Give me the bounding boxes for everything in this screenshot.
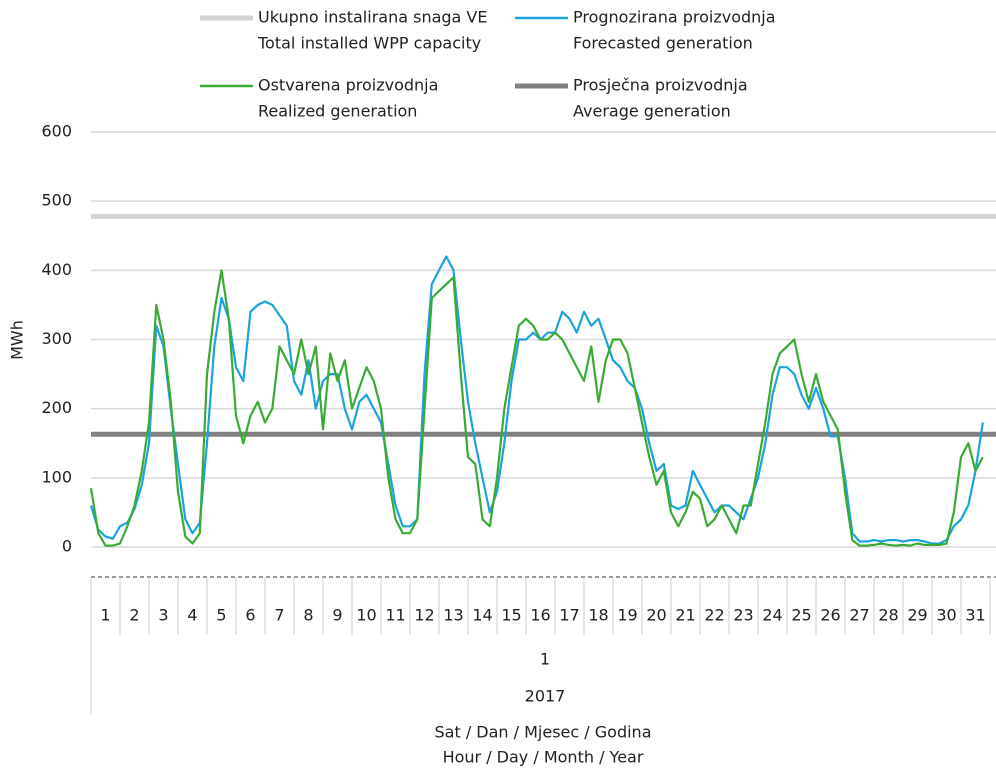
x-tick-label: 24 [762,606,782,625]
x-tick-label: 15 [501,606,521,625]
x-tick-label: 7 [274,606,284,625]
x-tick-label: 13 [443,606,463,625]
legend-label: Forecasted generation [573,34,753,53]
x-tick-label: 6 [245,606,255,625]
year-label: 2017 [525,687,566,706]
legend-label: Realized generation [258,102,417,121]
legend-label: Prognozirana proizvodnja [573,8,776,27]
x-tick-label: 1 [100,606,110,625]
legend-label: Average generation [573,102,731,121]
x-tick-label: 19 [617,606,637,625]
x-tick-label: 29 [907,606,927,625]
x-tick-label: 18 [588,606,608,625]
y-tick-label: 500 [41,191,72,210]
legend-label: Prosječna proizvodnja [573,76,748,95]
x-tick-label: 4 [187,606,197,625]
y-axis-title: MWh [8,320,27,360]
x-tick-label: 27 [849,606,869,625]
x-tick-label: 3 [158,606,168,625]
x-axis-title: Sat / Dan / Mjesec / Godina [435,723,652,742]
legend-label: Total installed WPP capacity [257,34,481,53]
x-tick-label: 12 [414,606,434,625]
x-tick-label: 16 [530,606,550,625]
y-tick-label: 0 [62,537,72,556]
month-label: 1 [540,650,550,669]
y-tick-label: 100 [41,467,72,486]
x-tick-label: 9 [332,606,342,625]
series-line [89,269,984,547]
x-tick-label: 25 [791,606,811,625]
y-tick-label: 400 [41,260,72,279]
x-tick-label: 28 [878,606,898,625]
y-tick-label: 300 [41,329,72,348]
x-tick-label: 8 [303,606,313,625]
x-tick-label: 2 [129,606,139,625]
series-line [89,255,984,545]
x-tick-label: 11 [385,606,405,625]
x-tick-label: 21 [675,606,695,625]
x-tick-label: 5 [216,606,226,625]
x-axis-title: Hour / Day / Month / Year [443,748,644,767]
x-tick-label: 26 [820,606,840,625]
y-tick-label: 200 [41,398,72,417]
legend-label: Ukupno instalirana snaga VE [258,8,487,27]
x-tick-label: 23 [733,606,753,625]
x-tick-label: 31 [965,606,985,625]
x-tick-label: 14 [472,606,492,625]
x-tick-label: 30 [936,606,956,625]
y-tick-label: 600 [41,122,72,141]
legend-label: Ostvarena proizvodnja [258,76,438,95]
x-tick-label: 20 [646,606,666,625]
x-tick-label: 17 [559,606,579,625]
x-tick-label: 10 [356,606,376,625]
x-tick-label: 22 [704,606,724,625]
